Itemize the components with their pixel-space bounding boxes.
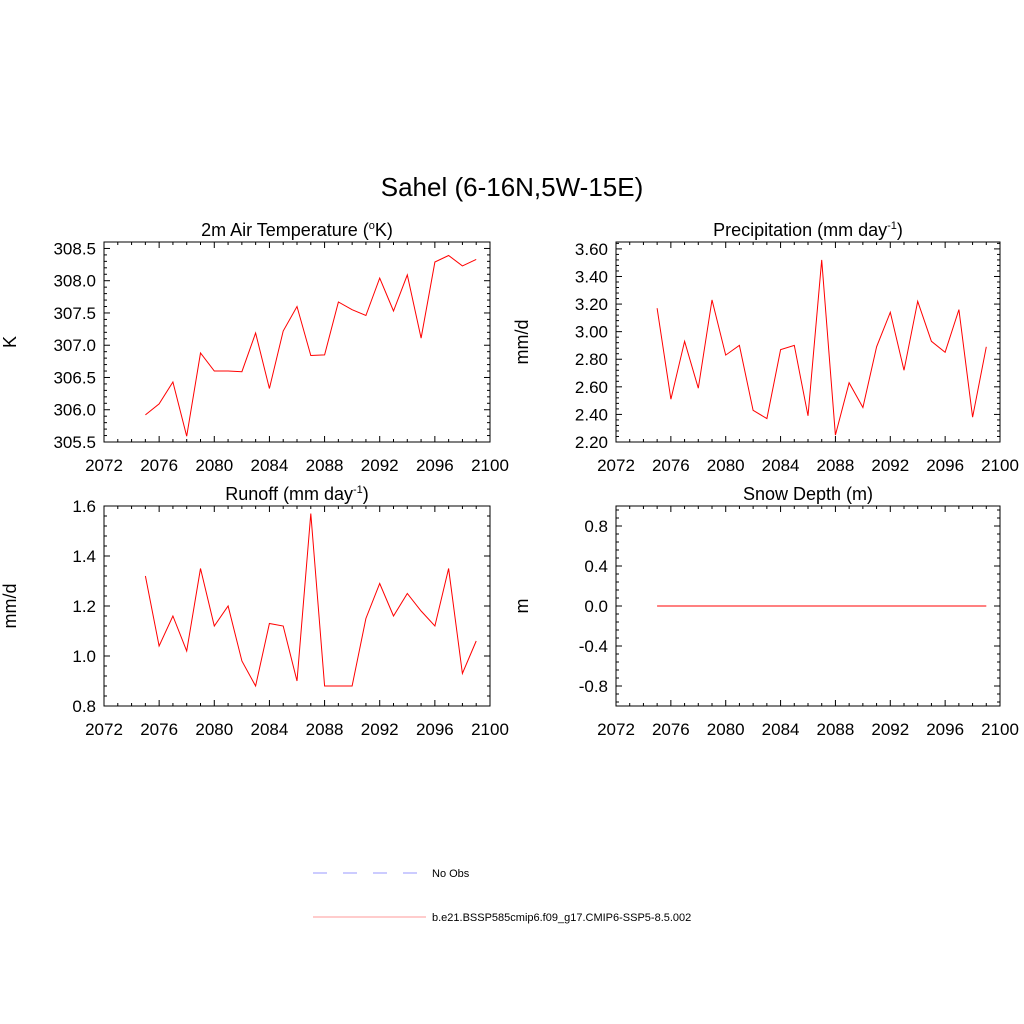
x-tick-label: 2088 [817, 720, 855, 739]
y-tick-label: 305.5 [53, 433, 96, 452]
x-tick-label: 2088 [817, 456, 855, 475]
x-tick-label: 2092 [361, 720, 399, 739]
panel-title-superscript: o [369, 220, 375, 232]
y-tick-label: 306.0 [53, 401, 96, 420]
chart-panels: 2m Air Temperature (oK) K 2072 2076 2080 2084… [0, 220, 1019, 739]
x-tick-label: 2084 [251, 720, 289, 739]
y-tick-label: 0.8 [584, 517, 608, 536]
panel-title-suffix: ) [363, 484, 369, 504]
y-tick-label: 3.40 [575, 267, 608, 286]
x-tick-label: 2080 [707, 720, 745, 739]
panel-title: Runoff (mm day-1) [225, 484, 369, 504]
y-tick-label: 3.20 [575, 295, 608, 314]
y-tick-label: 307.0 [53, 336, 96, 355]
panel-temperature: 2m Air Temperature (oK) K 2072 2076 2080 2084… [0, 220, 509, 475]
x-tick-label: 2072 [85, 720, 123, 739]
figure-title: Sahel (6-16N,5W-15E) [381, 172, 644, 202]
plot-frame [103, 241, 491, 443]
panel-title-text: 2m Air Temperature ( [201, 220, 369, 240]
x-tick-label: 2088 [306, 456, 344, 475]
y-axis-label: mm/d [0, 584, 20, 629]
y-tick-label: 1.4 [72, 547, 96, 566]
y-axis-label: K [0, 336, 20, 348]
y-tick-label: 3.60 [575, 240, 608, 259]
x-tick-label: 2096 [416, 456, 454, 475]
x-tick-label: 2100 [471, 720, 509, 739]
panel-title: Snow Depth (m) [743, 484, 873, 504]
x-tick-label: 2092 [871, 456, 909, 475]
panel-title: Precipitation (mm day-1) [713, 220, 903, 240]
panel-runoff: Runoff (mm day-1) mm/d 2072 2076 2080 2084 208… [0, 484, 509, 739]
x-tick-label: 2088 [306, 720, 344, 739]
x-tick-label: 2096 [926, 456, 964, 475]
y-tick-label: 2.60 [575, 378, 608, 397]
x-tick-label: 2080 [195, 456, 233, 475]
panel-title-text: Precipitation (mm day [713, 220, 887, 240]
legend-label-model-run: b.e21.BSSP585cmip6.f09_g17.CMIP6-SSP5-8.… [432, 912, 691, 924]
x-tick-label: 2076 [140, 720, 178, 739]
y-axis-label: mm/d [512, 320, 532, 365]
y-tick-label: 308.0 [53, 272, 96, 291]
x-tick-label: 2084 [762, 456, 800, 475]
x-tick-label: 2076 [652, 720, 690, 739]
x-tick-label: 2096 [926, 720, 964, 739]
y-tick-label: -0.4 [579, 637, 608, 656]
x-tick-label: 2096 [416, 720, 454, 739]
panel-snow-depth: Snow Depth (m) m 2072 2076 2080 2084 2088 2092 2… [512, 484, 1019, 739]
y-tick-label: 1.0 [72, 647, 96, 666]
x-tick-label: 2076 [652, 456, 690, 475]
y-axis-label: m [512, 599, 532, 614]
x-tick-label: 2072 [85, 456, 123, 475]
x-tick-label: 2072 [597, 456, 635, 475]
panel-title-text: Runoff (mm day [225, 484, 353, 504]
y-tick-label: 2.80 [575, 350, 608, 369]
panel-precipitation: Precipitation (mm day-1) mm/d 2072 2076 2080… [512, 220, 1019, 475]
panel-title: 2m Air Temperature (oK) [201, 220, 393, 240]
y-tick-label: 1.6 [72, 497, 96, 516]
panel-title-text: Snow Depth (m) [743, 484, 873, 504]
x-tick-label: 2080 [195, 720, 233, 739]
legend: No Obs b.e21.BSSP585cmip6.f09_g17.CMIP6-… [313, 868, 691, 924]
x-tick-label: 2100 [471, 456, 509, 475]
y-tick-label: 306.5 [53, 368, 96, 387]
x-tick-label: 2076 [140, 456, 178, 475]
y-tick-label: 0.0 [584, 597, 608, 616]
series-line [145, 254, 477, 437]
series-line [144, 513, 477, 688]
panel-title-superscript: -1 [887, 220, 897, 232]
panel-title-superscript: -1 [353, 484, 363, 496]
y-tick-label: 0.4 [584, 557, 608, 576]
x-tick-label: 2084 [762, 720, 800, 739]
series-line [656, 259, 987, 436]
y-tick-label: 2.40 [575, 405, 608, 424]
x-tick-label: 2092 [361, 456, 399, 475]
y-tick-label: 0.8 [72, 697, 96, 716]
panel-title-suffix: ) [897, 220, 903, 240]
y-tick-label: 307.5 [53, 304, 96, 323]
x-tick-label: 2092 [871, 720, 909, 739]
x-tick-label: 2072 [597, 720, 635, 739]
panel-title-suffix: K) [375, 220, 393, 240]
x-tick-label: 2084 [251, 456, 289, 475]
y-tick-label: 308.5 [53, 239, 96, 258]
legend-label-no-obs: No Obs [432, 868, 470, 880]
y-tick-label: 2.20 [575, 433, 608, 452]
x-tick-label: 2080 [707, 456, 745, 475]
x-tick-label: 2100 [981, 720, 1019, 739]
y-tick-label: 1.2 [72, 597, 96, 616]
y-tick-label: 3.00 [575, 323, 608, 342]
y-tick-label: -0.8 [579, 677, 608, 696]
x-tick-label: 2100 [981, 456, 1019, 475]
